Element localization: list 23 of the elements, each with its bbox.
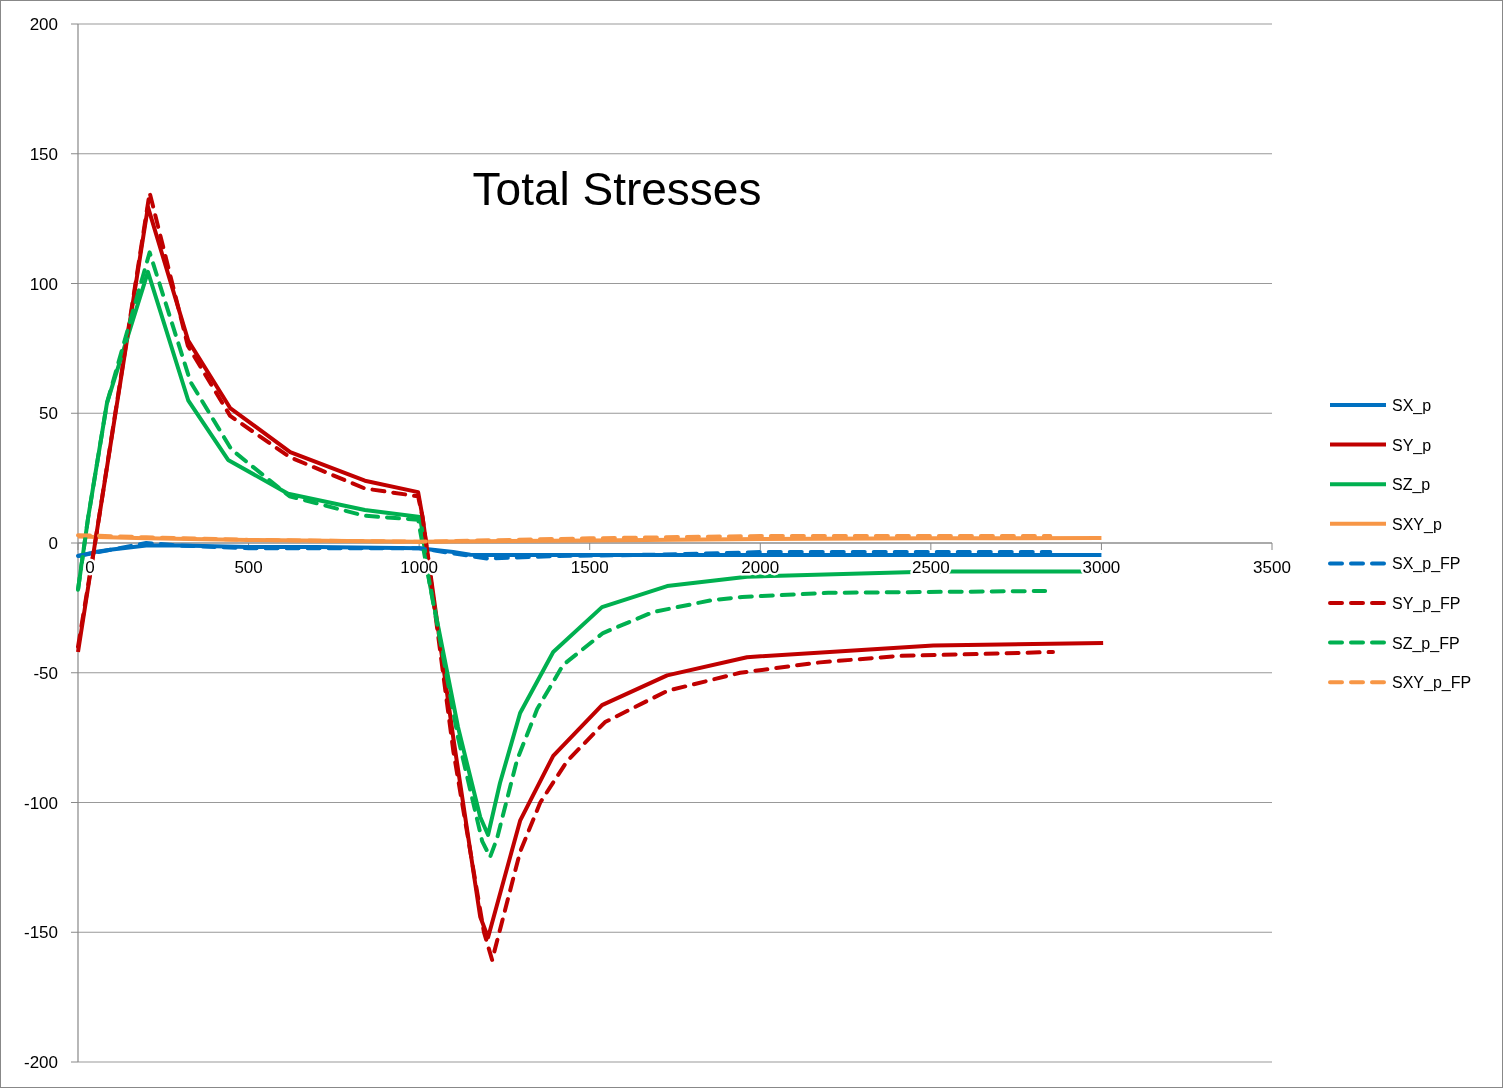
y-tick-label: 100 — [29, 274, 58, 294]
legend-label: SY_p_FP — [1392, 595, 1461, 613]
y-tick-label: 50 — [39, 404, 58, 424]
x-tick-label: 1500 — [570, 558, 609, 577]
y-tick-label: -150 — [23, 923, 58, 943]
y-tick-label: -200 — [23, 1053, 58, 1072]
x-tick-label: 2000 — [741, 558, 780, 577]
x-tick-label: 500 — [234, 558, 263, 577]
x-tick-label: 3000 — [1082, 558, 1121, 577]
legend-label: SXY_p_FP — [1392, 674, 1472, 693]
x-tick-label: 3500 — [1253, 558, 1291, 577]
legend-label: SX_p — [1392, 397, 1432, 415]
legend-label: SY_p — [1392, 436, 1432, 455]
y-tick-label: 0 — [48, 534, 58, 553]
legend-label: SXY_p — [1392, 515, 1442, 534]
y-tick-label: -50 — [33, 663, 58, 683]
legend-label: SX_p_FP — [1392, 555, 1461, 574]
legend-label: SZ_p_FP — [1392, 634, 1460, 653]
legend-label: SZ_p — [1392, 476, 1431, 495]
text: Total Stresses — [472, 163, 762, 215]
y-tick-label: -100 — [23, 793, 58, 813]
y-tick-label: 150 — [29, 144, 58, 164]
y-tick-label: 200 — [29, 15, 58, 34]
